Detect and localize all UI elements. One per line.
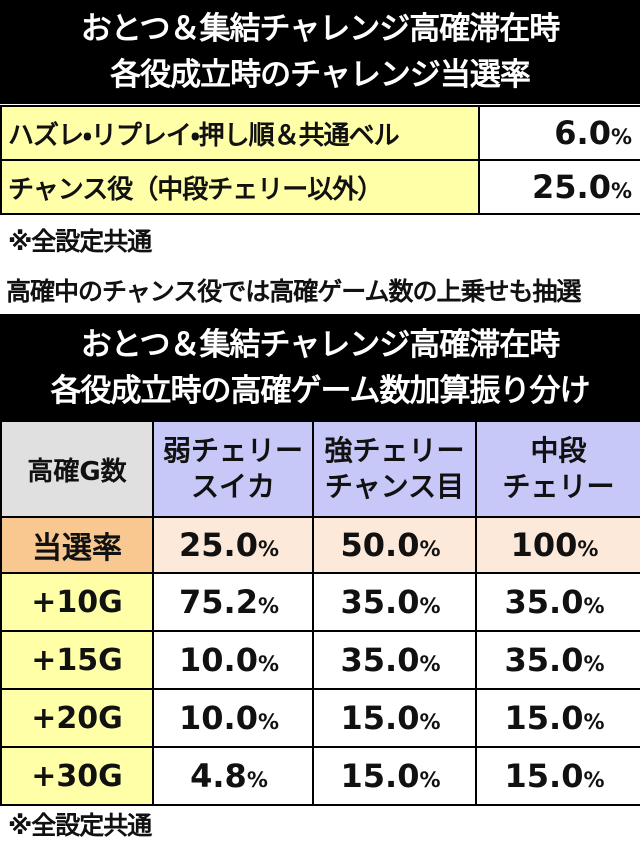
header-text: スイカ xyxy=(190,470,275,503)
number: 35.0 xyxy=(504,641,584,679)
row-label: +20G xyxy=(0,688,154,748)
table-row: +15G 10.0% 35.0% 35.0% xyxy=(0,630,640,690)
header: おとつ＆集結チャレンジ高確滞在時 各役成立時の高確ゲーム数加算振り分け xyxy=(0,314,640,420)
cell-value: 15.0% xyxy=(475,746,640,806)
cell-value: 35.0% xyxy=(475,572,640,632)
cell-value: 15.0% xyxy=(312,688,477,748)
unit: % xyxy=(257,710,279,734)
table-row: +20G 10.0% 15.0% 15.0% xyxy=(0,688,640,748)
header-line: 各役成立時の高確ゲーム数加算振り分け xyxy=(50,373,590,409)
header-text: チャンス目 xyxy=(324,470,465,503)
unit: % xyxy=(419,652,441,676)
number: 15.0 xyxy=(504,699,584,737)
unit: % xyxy=(257,537,279,561)
number: 35.0 xyxy=(340,583,420,621)
column-header: 高確G数 xyxy=(0,420,154,518)
row-label: +10G xyxy=(0,572,154,632)
header-text: チェリー xyxy=(502,470,615,503)
table-row: ハズレ・リプレイ・押し順＆共通ベル 6.0% xyxy=(0,105,640,161)
note: ※全設定共通 xyxy=(8,227,152,256)
number: 4.8 xyxy=(190,757,247,795)
cell-value: 15.0% xyxy=(475,688,640,748)
column-header: 弱チェリー スイカ xyxy=(152,420,314,518)
number: 6.0 xyxy=(554,114,611,152)
cell-value: 25.0% xyxy=(478,159,640,215)
unit: % xyxy=(419,594,441,618)
cell-value: 4.8% xyxy=(152,746,314,806)
number: 50.0 xyxy=(340,526,420,564)
unit: % xyxy=(246,768,268,792)
header-line: おとつ＆集結チャレンジ高確滞在時 xyxy=(80,327,560,363)
number: 25.0 xyxy=(532,168,611,206)
cell-value: 10.0% xyxy=(152,688,314,748)
number: 35.0 xyxy=(340,641,420,679)
unit: % xyxy=(419,537,441,561)
table-row: +10G 75.2% 35.0% 35.0% xyxy=(0,572,640,632)
cell-value: 50.0% xyxy=(312,516,477,574)
header-text: 弱チェリー xyxy=(162,434,303,467)
number: 25.0 xyxy=(179,526,258,564)
unit: % xyxy=(419,710,441,734)
unit: % xyxy=(583,652,605,676)
table-row: 当選率 25.0% 50.0% 100% xyxy=(0,516,640,574)
number: 15.0 xyxy=(340,757,420,795)
row-label: 当選率 xyxy=(0,516,154,574)
cell-label: チャンス役（中段チェリー以外） xyxy=(0,159,480,215)
cell-label: ハズレ・リプレイ・押し順＆共通ベル xyxy=(0,105,480,161)
unit: % xyxy=(419,768,441,792)
header: おとつ＆集結チャレンジ高確滞在時 各役成立時のチャレンジ当選率 xyxy=(0,0,640,104)
distribution-table: 高確G数 弱チェリー スイカ 強チェリー チャンス目 中段 チェリー 当選率 25.0% 50.0… xyxy=(0,420,640,806)
unit: % xyxy=(583,594,605,618)
unit: % xyxy=(610,125,632,149)
row-label: +15G xyxy=(0,630,154,690)
unit: % xyxy=(583,710,605,734)
note: 高確中のチャンス役では高確ゲーム数の上乗せも抽選 xyxy=(6,277,582,306)
unit: % xyxy=(257,652,279,676)
row-label: +30G xyxy=(0,746,154,806)
cell-value: 100% xyxy=(475,516,640,574)
header-text: 高確G数 xyxy=(27,456,127,487)
unit: % xyxy=(610,179,632,203)
cell-value: 15.0% xyxy=(312,746,477,806)
column-header: 中段 チェリー xyxy=(475,420,640,518)
number: 75.2 xyxy=(179,583,258,621)
number: 10.0 xyxy=(179,641,258,679)
number: 15.0 xyxy=(340,699,420,737)
table-row: チャンス役（中段チェリー以外） 25.0% xyxy=(0,159,640,215)
header-row: 高確G数 弱チェリー スイカ 強チェリー チャンス目 中段 チェリー xyxy=(0,420,640,518)
column-header: 強チェリー チャンス目 xyxy=(312,420,477,518)
number: 15.0 xyxy=(504,757,584,795)
header-line: 各役成立時のチャレンジ当選率 xyxy=(110,57,531,93)
footer-note: ※全設定共通 xyxy=(8,811,152,840)
rate-table: ハズレ・リプレイ・押し順＆共通ベル 6.0% チャンス役（中段チェリー以外） 2… xyxy=(0,105,640,215)
cell-value: 25.0% xyxy=(152,516,314,574)
header-text: 中段 xyxy=(530,434,587,467)
cell-value: 35.0% xyxy=(312,630,477,690)
number: 35.0 xyxy=(504,583,584,621)
header-line: おとつ＆集結チャレンジ高確滞在時 xyxy=(80,11,560,47)
number: 10.0 xyxy=(179,699,258,737)
cell-value: 6.0% xyxy=(478,105,640,161)
cell-value: 35.0% xyxy=(312,572,477,632)
header-text: 強チェリー xyxy=(324,434,465,467)
table-row: +30G 4.8% 15.0% 15.0% xyxy=(0,746,640,806)
unit: % xyxy=(257,594,279,618)
unit: % xyxy=(577,537,599,561)
unit: % xyxy=(583,768,605,792)
number: 100 xyxy=(510,526,578,564)
cell-value: 35.0% xyxy=(475,630,640,690)
cell-value: 10.0% xyxy=(152,630,314,690)
cell-value: 75.2% xyxy=(152,572,314,632)
